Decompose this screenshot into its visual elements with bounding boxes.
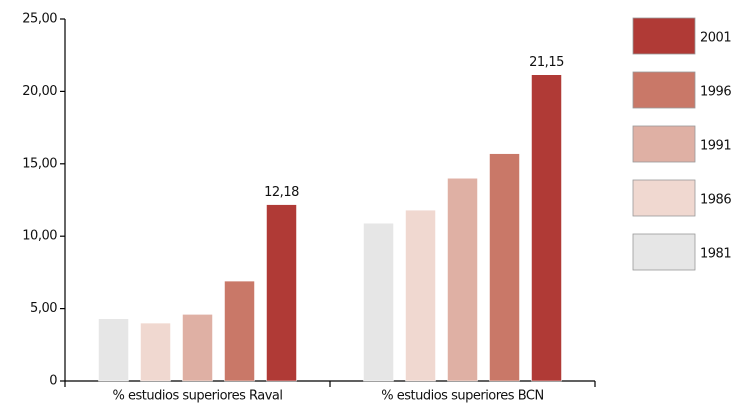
y-tick-label: 15,00 [22,156,57,171]
legend-swatch [632,71,696,109]
legend-swatch [632,125,696,163]
legend-label: 1996 [700,85,731,100]
bar [405,209,436,382]
bar [140,322,171,382]
legend-swatch [632,179,696,217]
bar [266,204,297,382]
y-tick-label: 10,00 [22,229,57,244]
bar [531,74,562,382]
y-tick-label: 0 [49,374,57,389]
x-tick-label: % estudios superiores Raval [113,389,283,404]
bar [98,318,129,382]
legend-label: 1986 [700,193,731,208]
bar [224,280,255,382]
bar [182,314,213,382]
legend-swatch [632,17,696,55]
legend-label: 1981 [700,247,731,262]
legend-swatch [632,233,696,271]
legend-label: 2001 [700,31,731,46]
value-label: 21,15 [529,55,564,70]
bar [447,178,478,382]
value-label: 12,18 [264,185,299,200]
legend-label: 1991 [700,139,731,154]
bar [489,153,520,382]
y-tick-label: 5,00 [30,301,57,316]
y-tick-label: 20,00 [22,84,57,99]
y-tick-label: 25,00 [22,12,57,27]
x-tick-label: % estudios superiores BCN [381,389,543,404]
bar [363,222,394,382]
